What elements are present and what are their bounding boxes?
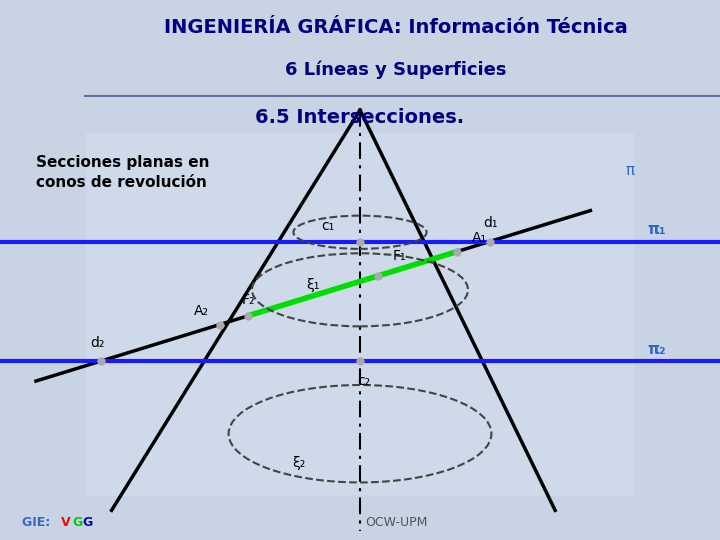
Text: 6.5 Intersecciones.: 6.5 Intersecciones.: [256, 108, 464, 127]
Text: GIE:: GIE:: [22, 516, 54, 529]
Text: F₂: F₂: [242, 293, 256, 307]
Text: G: G: [83, 516, 93, 529]
Text: A₂: A₂: [194, 304, 209, 318]
Bar: [86, 133, 634, 496]
Text: A₁: A₁: [472, 231, 487, 245]
Text: F₁: F₁: [393, 248, 406, 262]
Text: c₂: c₂: [357, 374, 370, 388]
Text: 6 Líneas y Superficies: 6 Líneas y Superficies: [285, 60, 507, 79]
Text: ξ₂: ξ₂: [292, 456, 305, 469]
Text: π₂: π₂: [647, 342, 666, 357]
Text: π: π: [626, 163, 634, 178]
Text: d₁: d₁: [483, 217, 498, 231]
Text: INGENIERÍA GRÁFICA: Información Técnica: INGENIERÍA GRÁFICA: Información Técnica: [164, 18, 628, 37]
Text: Secciones planas en
conos de revolución: Secciones planas en conos de revolución: [36, 155, 210, 190]
Text: OCW-UPM: OCW-UPM: [365, 516, 427, 529]
Text: G: G: [72, 516, 82, 529]
Text: c₁: c₁: [321, 219, 334, 233]
Text: d₂: d₂: [90, 336, 104, 350]
Text: π₁: π₁: [647, 222, 666, 237]
Text: ξ₁: ξ₁: [307, 279, 320, 292]
Text: V: V: [61, 516, 71, 529]
